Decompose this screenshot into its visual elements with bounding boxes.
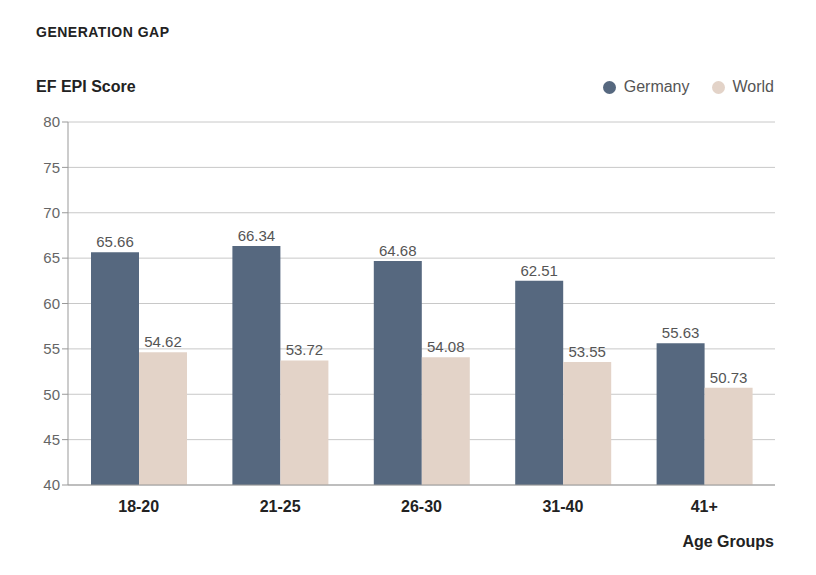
html-text:World: World	[732, 78, 774, 95]
svg-text:50: 50	[43, 386, 60, 403]
svg-text:75: 75	[43, 159, 60, 176]
svg-text:54.08: 54.08	[427, 338, 465, 355]
html-text:Germany: Germany	[623, 78, 690, 95]
svg-text:50.73: 50.73	[710, 369, 748, 386]
svg-text:65: 65	[43, 249, 60, 266]
svg-text:40: 40	[43, 476, 60, 493]
svg-text:64.68: 64.68	[379, 242, 417, 259]
svg-text:45: 45	[43, 431, 60, 448]
svg-text:31-40: 31-40	[542, 498, 583, 515]
svg-text:53.72: 53.72	[286, 341, 324, 358]
html-text:EF EPI Score: EF EPI Score	[36, 78, 136, 95]
svg-text:62.51: 62.51	[520, 262, 558, 279]
svg-text:55: 55	[43, 340, 60, 357]
svg-text:70: 70	[43, 204, 60, 221]
svg-text:26-30: 26-30	[401, 498, 442, 515]
svg-text:54.62: 54.62	[144, 333, 182, 350]
svg-text:53.55: 53.55	[568, 343, 606, 360]
svg-text:41+: 41+	[691, 498, 718, 515]
svg-text:55.63: 55.63	[662, 324, 700, 341]
svg-text:60: 60	[43, 295, 60, 312]
svg-text:65.66: 65.66	[96, 233, 134, 250]
svg-text:66.34: 66.34	[238, 227, 276, 244]
svg-text:18-20: 18-20	[118, 498, 159, 515]
svg-text:21-25: 21-25	[260, 498, 301, 515]
svg-text:80: 80	[43, 113, 60, 130]
html-text:GENERATION GAP: GENERATION GAP	[36, 24, 170, 40]
html-text:Age Groups: Age Groups	[682, 533, 774, 550]
